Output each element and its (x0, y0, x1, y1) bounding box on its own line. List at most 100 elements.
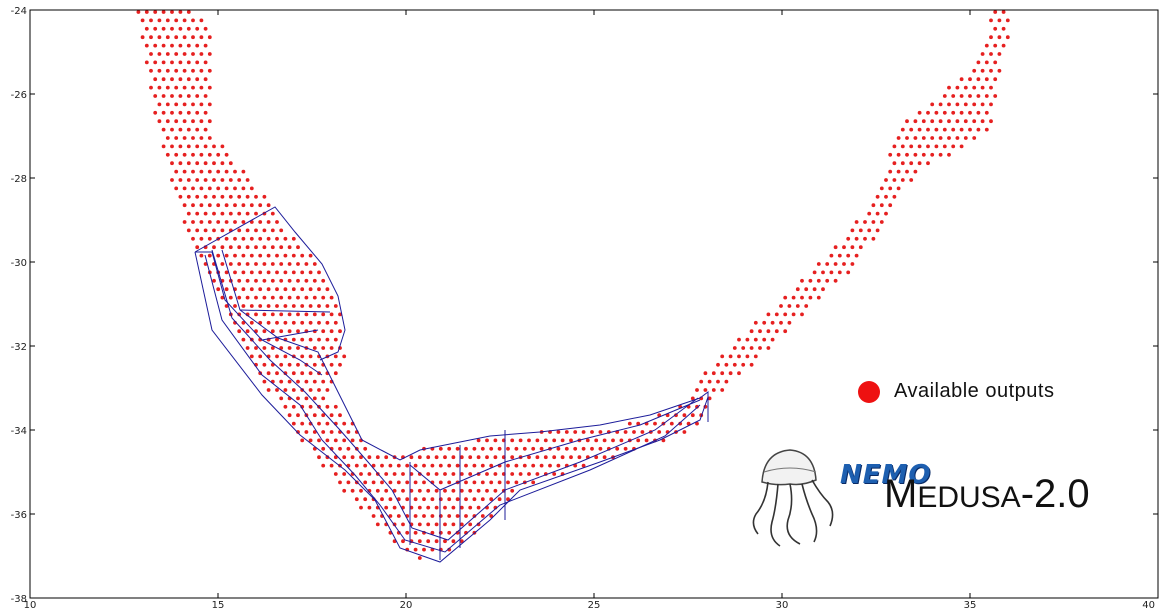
output-point (161, 127, 166, 132)
output-point (837, 270, 842, 275)
output-point (170, 127, 174, 132)
output-point (321, 396, 326, 401)
output-point (913, 136, 918, 140)
output-point (262, 262, 267, 266)
output-point (254, 245, 258, 250)
output-point (829, 253, 834, 258)
output-point (405, 530, 410, 535)
output-point (199, 119, 204, 124)
output-point (753, 337, 758, 342)
output-point (816, 295, 821, 300)
output-point (527, 455, 531, 460)
output-point (447, 530, 452, 535)
output-point (296, 312, 300, 317)
output-point (993, 94, 998, 98)
output-point (178, 178, 183, 182)
nemo-emblem: NEMO (840, 460, 932, 490)
output-point (795, 304, 800, 308)
output-point (300, 354, 305, 359)
output-point (875, 211, 880, 216)
output-point (279, 396, 284, 401)
output-point (203, 262, 208, 266)
output-point (283, 287, 288, 292)
output-point (510, 472, 515, 476)
output-point (552, 472, 557, 476)
output-point (791, 295, 796, 300)
output-point (640, 430, 645, 434)
output-point (216, 186, 221, 191)
output-point (867, 228, 872, 233)
output-point (611, 438, 615, 443)
output-point (262, 329, 267, 334)
output-point (472, 446, 477, 451)
output-point (308, 388, 313, 392)
output-point (753, 354, 758, 359)
output-point (762, 320, 767, 325)
output-point (233, 304, 237, 308)
output-point (997, 35, 1002, 40)
output-point (829, 270, 834, 275)
output-point (199, 52, 204, 56)
output-point (800, 278, 804, 283)
output-point (758, 346, 762, 350)
output-point (833, 278, 838, 283)
output-point (283, 388, 288, 392)
output-point (186, 77, 191, 82)
output-point (972, 119, 977, 124)
output-point (480, 480, 485, 485)
output-point (455, 446, 460, 451)
output-point (321, 346, 326, 350)
output-point (762, 337, 767, 342)
output-point (233, 253, 237, 258)
output-point (228, 245, 233, 250)
output-point (489, 514, 494, 518)
output-point (270, 211, 275, 216)
output-point (455, 514, 460, 518)
output-point (724, 362, 729, 367)
output-point (191, 136, 195, 140)
output-point (1005, 35, 1010, 40)
output-point (384, 455, 389, 460)
output-point (653, 421, 657, 426)
output-point (275, 388, 279, 392)
output-point (338, 312, 342, 317)
output-point (821, 270, 825, 275)
output-point (963, 102, 968, 107)
output-point (842, 262, 846, 266)
output-point (312, 262, 317, 266)
output-point (930, 136, 935, 140)
region-box-line (409, 399, 701, 491)
output-point (245, 178, 250, 182)
output-point (165, 119, 170, 124)
output-point (879, 203, 884, 208)
output-point (149, 68, 153, 73)
output-point (182, 68, 187, 73)
output-point (342, 472, 347, 476)
output-point (863, 220, 867, 224)
output-point (359, 488, 363, 493)
output-point (1001, 26, 1006, 31)
output-point (174, 119, 179, 124)
output-point (262, 346, 267, 350)
output-point (749, 362, 754, 367)
output-point (195, 245, 200, 250)
output-point (632, 430, 636, 434)
output-point (325, 388, 330, 392)
output-point (203, 194, 208, 199)
output-point (279, 228, 284, 233)
x-tick-label: 15 (212, 600, 225, 611)
output-point (737, 371, 741, 376)
output-point (636, 438, 641, 443)
output-point (258, 253, 263, 258)
output-point (783, 295, 788, 300)
output-point (426, 539, 431, 544)
output-point (917, 161, 922, 166)
output-point (699, 379, 704, 384)
output-point (401, 488, 405, 493)
output-point (401, 539, 405, 544)
output-point (430, 497, 435, 502)
output-point (531, 463, 536, 468)
output-point (249, 253, 254, 258)
output-point (199, 236, 204, 241)
output-point (342, 488, 347, 493)
